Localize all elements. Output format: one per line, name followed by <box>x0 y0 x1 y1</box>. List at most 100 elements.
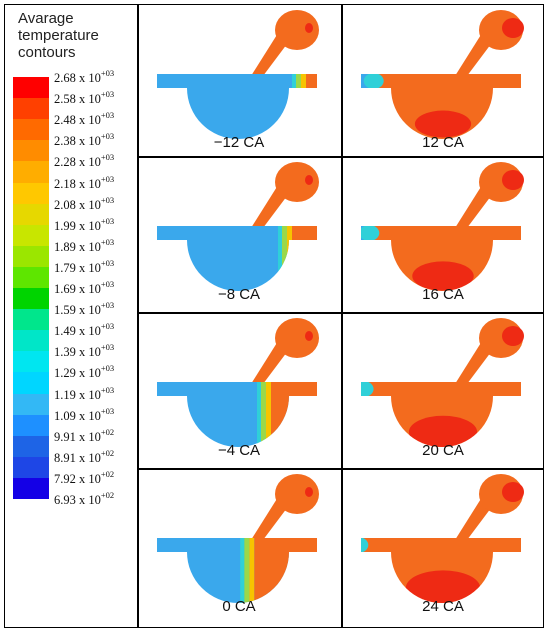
legend-tick-label: 2.68 x 10+03 <box>54 68 115 85</box>
legend-swatch <box>13 266 49 289</box>
legend-tick-label: 1.69 x 10+03 <box>54 279 115 296</box>
legend-tick-label: 2.28 x 10+03 <box>54 152 115 170</box>
cold-edge <box>363 74 384 89</box>
legend-swatch <box>13 182 49 205</box>
legend-tick-label: 1.19 x 10+03 <box>54 384 115 402</box>
contour-panel: −8 CA <box>139 158 339 308</box>
flame-front <box>278 226 282 291</box>
hot-spot <box>502 170 524 190</box>
inlet-port <box>251 318 319 384</box>
contour-plot <box>157 162 319 291</box>
contour-plot <box>357 474 524 603</box>
crank-angle-label: 20 CA <box>422 442 464 459</box>
legend-swatch <box>13 477 49 500</box>
contour-panel: 0 CA <box>139 470 339 620</box>
crank-angle-label: −12 CA <box>213 134 265 151</box>
legend-tick-label: 2.38 x 10+03 <box>54 131 115 149</box>
legend-tick-label: 6.93 x 10+02 <box>54 490 115 507</box>
legend-tick-label: 1.09 x 10+03 <box>54 405 115 423</box>
legend-tick-label: 2.58 x 10+03 <box>54 89 115 107</box>
legend-tick-label: 1.29 x 10+03 <box>54 363 115 381</box>
legend-tick-label: 1.49 x 10+03 <box>54 321 115 339</box>
legend-title-line: Avarage <box>18 10 74 27</box>
crank-angle-label: 16 CA <box>422 286 464 303</box>
legend-swatch <box>13 351 49 373</box>
legend-swatch <box>13 288 49 310</box>
legend-tick-label: 2.48 x 10+03 <box>54 110 115 128</box>
contour-plot <box>361 162 524 291</box>
contour-panel: 12 CA <box>343 6 543 156</box>
legend-swatch <box>13 203 49 226</box>
cold-pocket <box>357 536 358 554</box>
cold-edge <box>361 226 380 241</box>
inlet-port <box>455 10 524 76</box>
crank-angle-label: 24 CA <box>422 598 464 615</box>
hot-spot <box>305 23 313 33</box>
legend-swatch <box>13 435 49 458</box>
legend-swatch <box>13 161 49 183</box>
contour-panel: −4 CA <box>139 314 339 464</box>
crank-angle-label: −8 CA <box>217 286 261 303</box>
legend-tick-label: 7.92 x 10+02 <box>54 468 115 486</box>
figure-frame <box>4 4 544 628</box>
inlet-port <box>251 10 319 76</box>
divider-legend <box>137 4 139 628</box>
legend-swatch <box>13 98 49 120</box>
valve-dome <box>275 318 319 358</box>
divider-row-2 <box>137 312 544 314</box>
contour-plot <box>157 318 319 447</box>
contour-panel: 20 CA <box>343 314 543 464</box>
peak-zone <box>414 110 472 138</box>
legend-tick-label: 1.99 x 10+03 <box>54 215 115 233</box>
cold-edge <box>361 538 369 553</box>
peak-zone <box>408 415 478 447</box>
contour-panel: −12 CA <box>139 6 339 156</box>
hot-spot <box>305 487 313 497</box>
legend-swatch <box>13 245 49 268</box>
legend-swatch <box>13 224 49 247</box>
divider-columns <box>341 4 343 628</box>
hot-spot <box>305 331 313 341</box>
cold-edge <box>361 382 374 397</box>
legend-tick-label: 1.89 x 10+03 <box>54 236 115 254</box>
legend-title: Avarage temperature contours <box>18 10 128 61</box>
valve-dome <box>275 474 319 514</box>
legend-swatch <box>13 414 49 437</box>
legend-title-line: contours <box>18 44 76 61</box>
divider-row-1 <box>137 156 544 158</box>
legend-swatch <box>13 309 49 331</box>
flame-front <box>240 538 245 603</box>
hot-spot <box>502 482 524 502</box>
flame-front <box>282 226 287 291</box>
legend-swatch <box>13 119 49 141</box>
legend-tick-label: 2.08 x 10+03 <box>54 194 115 212</box>
contour-plot <box>157 474 319 603</box>
contour-panel: 24 CA <box>343 470 543 620</box>
inlet-port <box>455 318 524 384</box>
hot-spot <box>502 18 524 38</box>
crank-angle-label: 0 CA <box>222 598 256 615</box>
legend-tick-label: 9.91 x 10+02 <box>54 426 115 444</box>
inlet-port <box>455 162 524 228</box>
legend-tick-label: 8.91 x 10+02 <box>54 447 115 465</box>
legend-tick-label: 1.39 x 10+03 <box>54 342 115 360</box>
crank-angle-label: 12 CA <box>422 134 464 151</box>
divider-row-3 <box>137 468 544 470</box>
peak-zone <box>405 570 481 603</box>
inlet-port <box>455 474 524 540</box>
valve-dome <box>275 10 319 50</box>
legend-swatch <box>13 330 49 352</box>
legend-tick-label: 1.59 x 10+03 <box>54 300 115 318</box>
legend-swatch <box>13 77 49 99</box>
color-scale-bar <box>13 77 49 500</box>
flame-front <box>257 382 261 447</box>
legend-swatch <box>13 140 49 162</box>
inlet-port <box>251 162 319 228</box>
hot-spot <box>305 175 313 185</box>
inlet-port <box>251 474 319 540</box>
contour-plot <box>361 10 524 139</box>
legend-swatch <box>13 456 49 479</box>
contour-plot <box>361 318 524 447</box>
flame-front <box>249 538 255 603</box>
contour-plot <box>157 10 319 139</box>
